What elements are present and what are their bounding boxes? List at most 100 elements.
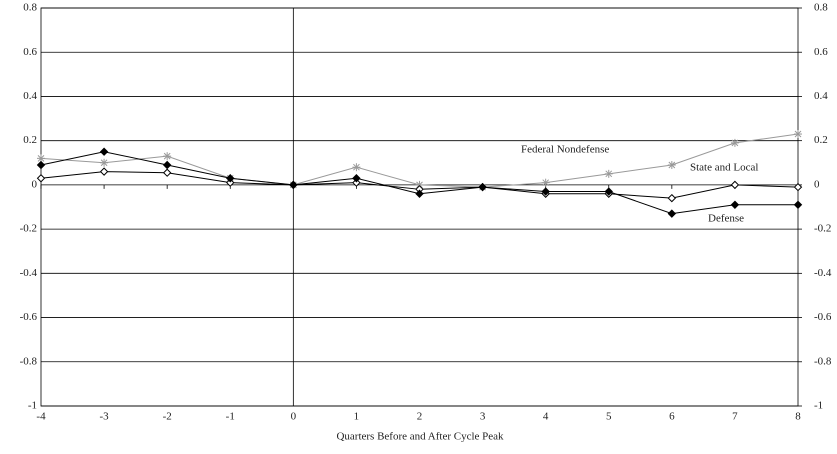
marker-shape — [162, 160, 172, 170]
x-tick-label: 7 — [732, 411, 738, 423]
data-point — [793, 182, 803, 192]
y-tick-label: 0.8 — [23, 2, 37, 14]
data-point — [794, 130, 802, 139]
y2-tick-label: 0 — [814, 178, 820, 190]
marker-stroke — [416, 181, 423, 189]
x-tick-label: -3 — [99, 411, 109, 423]
x-tick-label: 2 — [417, 411, 423, 423]
x-tick-label: 1 — [354, 411, 360, 423]
y2-tick-label: -1 — [814, 400, 823, 412]
data-point — [99, 167, 109, 176]
series-label: State and Local — [690, 162, 758, 174]
marker-stroke — [353, 163, 360, 171]
marker-shape — [99, 147, 109, 156]
x-tick-label: -2 — [163, 411, 172, 423]
data-point — [604, 187, 613, 196]
y2-tick-label: 0.2 — [814, 134, 828, 146]
y2-tick-label: -0.2 — [814, 223, 831, 235]
y-tick-label: -1 — [28, 400, 37, 412]
data-point — [289, 180, 298, 190]
marker-shape — [162, 168, 172, 177]
marker-shape — [478, 182, 487, 192]
data-point — [163, 152, 172, 161]
data-point — [730, 180, 740, 190]
x-tick-label: 8 — [795, 411, 801, 423]
x-tick-label: -1 — [226, 411, 235, 423]
x-axis-title: Quarters Before and After Cycle Peak — [336, 431, 504, 443]
data-point — [478, 182, 487, 192]
marker-stroke — [731, 139, 739, 147]
marker-shape — [793, 200, 803, 209]
data-point — [162, 168, 172, 177]
marker-stroke — [542, 179, 550, 187]
data-point — [36, 160, 46, 170]
data-point — [352, 178, 361, 187]
data-point — [730, 200, 740, 209]
plot-frame — [40, 7, 799, 407]
y2-tick-label: -0.8 — [814, 355, 832, 367]
y2-tick-label: 0.4 — [814, 90, 828, 102]
marker-shape — [604, 187, 613, 196]
marker-shape — [36, 174, 46, 183]
data-point — [730, 138, 739, 147]
data-point — [36, 174, 46, 183]
marker-shape — [415, 189, 424, 198]
y2-tick-label: 0.8 — [814, 2, 828, 14]
y-tick-label: 0.6 — [23, 46, 37, 58]
marker-shape — [99, 167, 109, 176]
marker-shape — [730, 200, 740, 209]
y-tick-label: -0.2 — [20, 223, 37, 235]
marker-shape — [541, 187, 550, 196]
y-tick-label: -0.4 — [20, 267, 38, 279]
marker-shape — [667, 193, 677, 203]
marker-shape — [226, 178, 235, 187]
data-point — [99, 147, 109, 156]
data-point — [541, 178, 550, 187]
marker-stroke — [163, 152, 171, 160]
y-tick-label: 0.4 — [23, 90, 37, 102]
data-point — [352, 163, 361, 172]
marker-shape — [36, 160, 46, 170]
data-point — [415, 189, 424, 198]
y-tick-label: 0 — [32, 178, 38, 190]
marker-shape — [667, 209, 677, 218]
data-point — [226, 174, 235, 183]
marker-shape — [289, 180, 298, 190]
series-label: Federal Nondefense — [521, 144, 609, 156]
marker-stroke — [605, 170, 613, 178]
marker-shape — [793, 182, 803, 192]
y-tick-label: -0.6 — [20, 311, 38, 323]
y-tick-label: -0.8 — [20, 355, 38, 367]
data-point — [100, 158, 109, 167]
data-point — [667, 160, 676, 169]
data-point — [226, 178, 235, 187]
marker-shape — [226, 174, 235, 183]
marker-shape — [730, 180, 740, 190]
series-line — [40, 133, 799, 188]
data-point — [162, 160, 172, 170]
y2-tick-label: 0.6 — [814, 46, 828, 58]
marker-stroke — [37, 155, 45, 162]
data-point — [604, 169, 613, 178]
data-point — [541, 187, 550, 196]
data-point — [793, 200, 803, 209]
marker-stroke — [100, 159, 108, 167]
data-point — [37, 154, 45, 163]
marker-stroke — [668, 161, 676, 169]
x-tick-label: 6 — [669, 411, 675, 423]
y2-tick-label: -0.4 — [814, 267, 832, 279]
marker-shape — [352, 174, 361, 183]
marker-shape — [352, 178, 361, 187]
data-point — [667, 209, 677, 218]
data-point — [667, 193, 677, 203]
data-point — [352, 174, 361, 183]
x-tick-label: 0 — [291, 411, 297, 423]
x-tick-label: 3 — [480, 411, 486, 423]
marker-stroke — [794, 130, 802, 138]
series-label: Defense — [708, 213, 744, 225]
x-tick-label: -4 — [36, 411, 46, 423]
y2-tick-label: -0.6 — [814, 311, 832, 323]
y-tick-label: 0.2 — [23, 134, 37, 146]
x-tick-label: 5 — [606, 411, 612, 423]
